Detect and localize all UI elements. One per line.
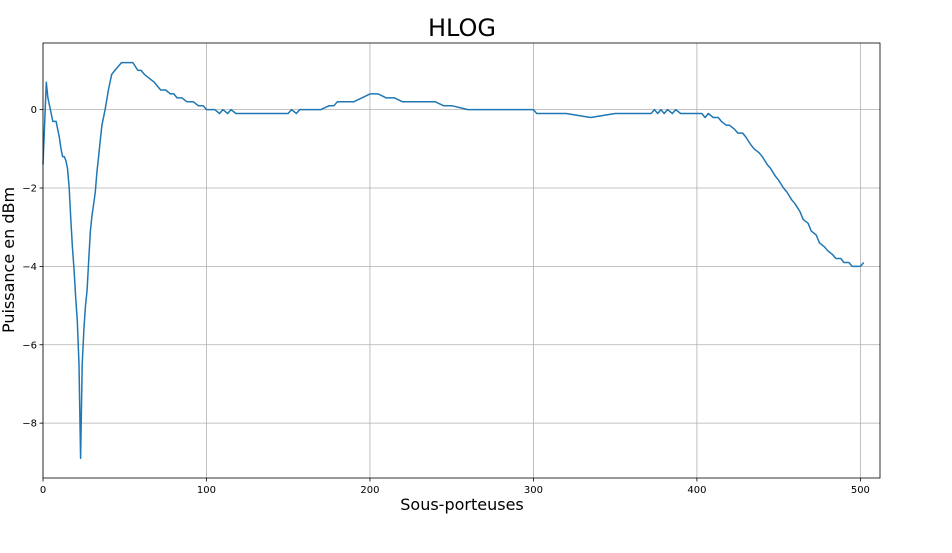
y-tick-label: −4 <box>22 262 37 273</box>
series-line <box>42 61 865 460</box>
x-tick-label: 0 <box>40 485 46 496</box>
y-axis-label: Puissance en dBm <box>0 187 18 333</box>
plot-frame <box>42 42 881 479</box>
x-tick-label: 400 <box>687 485 706 496</box>
x-axis-label: Sous-porteuses <box>400 495 524 514</box>
x-tick-label: 300 <box>524 485 543 496</box>
y-tick-label: 0 <box>31 105 37 116</box>
x-tick-label: 100 <box>197 485 216 496</box>
y-tick-label: −8 <box>22 419 37 430</box>
chart-title: HLOG <box>428 14 496 42</box>
y-tick-label: −6 <box>22 340 37 351</box>
x-tick-label: 500 <box>851 485 870 496</box>
axis-ticks: 0 100 200 300 400 500 0 −2 −4 −6 −8 <box>22 105 870 496</box>
x-tick-label: 200 <box>360 485 379 496</box>
series-line-layer <box>42 61 865 460</box>
grid <box>42 43 880 478</box>
y-tick-label: −2 <box>22 184 37 195</box>
